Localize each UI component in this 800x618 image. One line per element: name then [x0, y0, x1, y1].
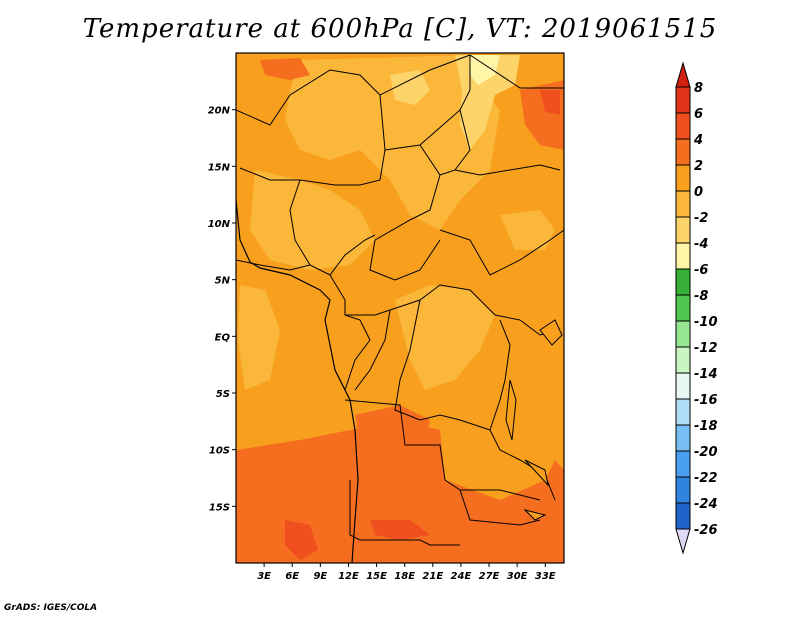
field-minus2-to-0-north [455, 55, 520, 150]
lon-tick-label: 9E [313, 571, 327, 582]
field-minus2-to-0-west [390, 70, 430, 105]
field-0-to-2-sahara [285, 55, 500, 230]
colorbar-label: 4 [693, 133, 703, 148]
colorbar-swatch [675, 398, 691, 426]
colorbar-label: 0 [694, 185, 703, 200]
lon-tick-label: 6E [285, 571, 299, 582]
lon-tick-label: 27E [479, 571, 500, 582]
colorbar-label: -14 [694, 367, 718, 382]
colorbar-top-arrow [675, 61, 691, 88]
colorbar-bottom-arrow [675, 528, 691, 555]
longitude-axis: 3E 6E 9E 12E 15E 18E 21E 24E 27E 30E 33E [257, 563, 556, 582]
field-6-to-8-angola [370, 520, 430, 540]
colorbar-label: -12 [694, 341, 718, 356]
lon-tick-label: 33E [535, 571, 556, 582]
colorbar-swatch [675, 86, 691, 114]
field-0-to-2-east [500, 210, 555, 250]
field-0-to-2-sahel [250, 170, 375, 270]
field-6-to-8-southwest [285, 520, 318, 560]
colorbar-swatch [675, 450, 691, 478]
colorbar-swatch [675, 372, 691, 400]
lon-tick-label: 15E [366, 571, 387, 582]
lat-tick-label: 10N [208, 219, 231, 230]
colorbar-swatch [675, 424, 691, 452]
lon-tick-label: 3E [257, 571, 271, 582]
field-0-to-2-central [395, 285, 495, 390]
colorbar-swatch [675, 112, 691, 140]
colorbar-label: -2 [694, 211, 708, 226]
colorbar: 8 6 4 2 0 -2 -4 -6 -8 -10 -12 -14 -16 -18 -20 -22 -24 -26 [675, 61, 718, 555]
field-minus4-to-minus2-north [470, 55, 500, 85]
lat-tick-label: 20N [208, 106, 231, 117]
lon-tick-label: 18E [394, 571, 415, 582]
colorbar-swatch [675, 320, 691, 348]
colorbar-swatch [675, 216, 691, 244]
map-frame [235, 52, 565, 564]
colorbar-label: -18 [694, 419, 718, 434]
country-borders [236, 54, 564, 546]
colorbar-swatch [675, 502, 691, 530]
lat-tick-label: 5S [216, 389, 230, 400]
grads-credit: GrADS: IGES/COLA [4, 603, 98, 613]
latitude-axis: 20N 15N 10N 5N EQ 5S 10S 15S [208, 106, 236, 513]
colorbar-swatch [675, 476, 691, 504]
lat-tick-label: 10S [209, 446, 230, 457]
colorbar-swatch [675, 294, 691, 322]
lat-tick-label: 5N [215, 276, 231, 287]
lon-tick-label: 21E [422, 571, 443, 582]
coastline [236, 199, 359, 563]
temperature-field [236, 53, 564, 563]
colorbar-label: 6 [694, 107, 703, 122]
lon-tick-label: 24E [451, 571, 472, 582]
colorbar-label: -24 [694, 497, 718, 512]
colorbar-label: -22 [694, 471, 718, 486]
field-6-to-8-northeast [540, 90, 560, 115]
colorbar-swatch [675, 164, 691, 192]
colorbar-label: 8 [694, 81, 703, 96]
colorbar-label: -26 [694, 523, 718, 538]
lat-tick-label: 15S [209, 502, 230, 513]
lat-tick-label: 15N [208, 162, 231, 173]
colorbar-swatch [675, 190, 691, 218]
lat-tick-label: EQ [215, 332, 231, 343]
colorbar-label: -10 [694, 315, 718, 330]
colorbar-label: -20 [694, 445, 718, 460]
lon-tick-label: 30E [507, 571, 528, 582]
field-4-to-6-south [236, 420, 564, 563]
colorbar-label: -4 [694, 237, 708, 252]
colorbar-label: -16 [694, 393, 718, 408]
colorbar-label: 2 [694, 159, 703, 174]
colorbar-swatch [675, 242, 691, 270]
colorbar-label: -6 [694, 263, 708, 278]
field-0-to-2-coast [238, 285, 280, 390]
colorbar-label: -8 [694, 289, 708, 304]
field-4-to-6-northwest [260, 58, 310, 80]
map-title: Temperature at 600hPa [C], VT: 201906151… [82, 14, 718, 44]
lakes [505, 319, 563, 521]
lon-tick-label: 12E [338, 571, 359, 582]
colorbar-swatch [675, 268, 691, 296]
colorbar-swatch [675, 138, 691, 166]
colorbar-swatch [675, 346, 691, 374]
